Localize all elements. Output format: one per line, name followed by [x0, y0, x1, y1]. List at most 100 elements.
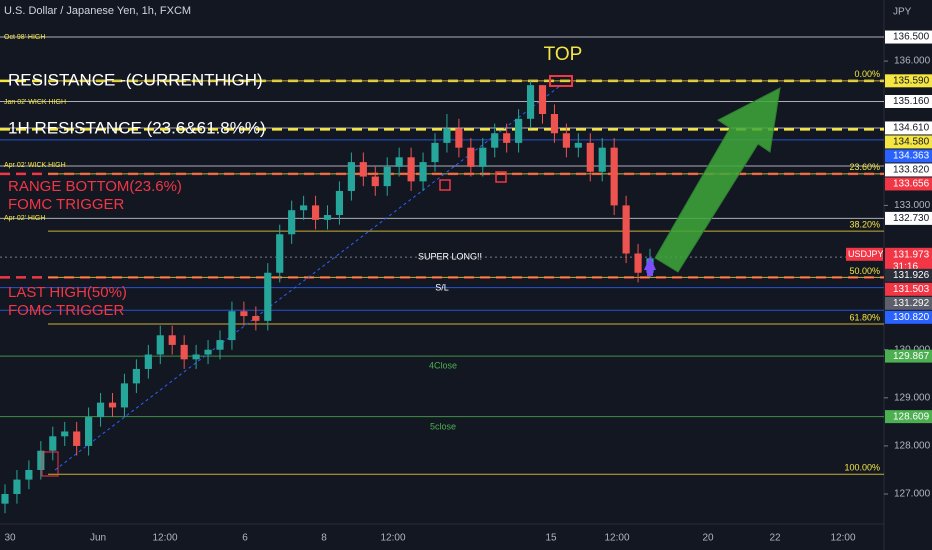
candle-body: [108, 402, 117, 408]
candle-body: [61, 431, 69, 437]
price-tag-label: 128.609: [893, 411, 930, 422]
price-tag: [885, 30, 932, 44]
low-box: [495, 171, 507, 183]
annotation: Oct 98' HIGH: [4, 34, 45, 41]
candle-body: [538, 85, 547, 115]
price-tag-label: 130.820: [893, 312, 930, 323]
y-tick-label: 129.000: [894, 392, 931, 403]
candle-body: [455, 128, 463, 148]
fib-trend-line: [54, 85, 561, 471]
candle-body: [25, 469, 33, 480]
x-tick-label: 12:00: [152, 533, 177, 544]
price-tag: [885, 94, 932, 108]
labels: 0.00% 23.60% 38.20% 50.00% 61.80% 100.00% TOP R…: [4, 34, 880, 473]
fib-label: 38.20%: [849, 220, 880, 230]
candle-body: [204, 349, 212, 355]
candle-body: [216, 340, 224, 350]
candle-body: [300, 205, 308, 211]
candle-body: [419, 162, 427, 182]
annotation: FOMC TRIGGER: [8, 302, 125, 319]
annotation: 1H RESISTANCE (23.6&61.8%%): [8, 118, 266, 137]
fib-label: 0.00%: [854, 69, 880, 79]
candle-body: [13, 479, 21, 495]
candle-body: [515, 118, 523, 143]
x-tick-label: 12:00: [830, 533, 855, 544]
price-tag: [885, 268, 932, 282]
candle-body: [73, 431, 81, 446]
candle-body: [252, 316, 260, 321]
price-tag-label: 134.580: [893, 137, 930, 148]
candle-body: [311, 205, 320, 220]
symbol-tag: [846, 247, 883, 261]
candle-body: [228, 311, 236, 341]
candle-body: [96, 402, 105, 418]
price-tag-label: 131.926: [893, 270, 930, 281]
price-tag-label: 132.730: [893, 213, 930, 224]
candle-body: [1, 494, 9, 504]
price-tag-label: 133.656: [893, 179, 930, 190]
y-tick-label: 128.000: [894, 441, 931, 452]
x-tick-label: 30: [4, 533, 16, 544]
price-tag-label: 131.503: [893, 284, 930, 295]
price-tag: [885, 177, 932, 191]
candle-body: [288, 210, 296, 235]
annotation: TOP: [544, 44, 583, 65]
annotation: RANGE BOTTOM(23.6%): [8, 178, 182, 195]
candle-body: [359, 162, 367, 177]
candle-body: [479, 147, 487, 167]
x-tick-label: 8: [321, 533, 327, 544]
price-tag-label: 135.160: [893, 96, 930, 107]
candle-body: [383, 166, 391, 187]
price-tag-label: 136.500: [893, 32, 930, 43]
candle-body: [85, 417, 93, 446]
candle-body: [192, 354, 200, 360]
candle-body: [407, 157, 415, 182]
annotation: Jan 02' WICK HIGH: [4, 99, 66, 106]
candle-body: [610, 147, 618, 206]
candle-body: [240, 311, 248, 317]
candle-body: [467, 147, 475, 167]
long-arrow: [654, 87, 781, 273]
x-tick-label: 15: [545, 533, 557, 544]
annotation: S/L: [435, 282, 449, 292]
levels: [0, 36, 888, 495]
price-tag-label: 134.610: [893, 123, 930, 134]
x-tick-label: 6: [242, 533, 248, 544]
candle-body: [622, 205, 630, 254]
candle-body: [347, 162, 355, 191]
price-tag-label: 134.363: [893, 151, 930, 162]
candle-body: [168, 335, 176, 345]
candle-body: [395, 157, 403, 167]
price-tag: [885, 310, 932, 324]
fib-label: 100.00%: [844, 463, 880, 473]
price-tag: [885, 296, 932, 310]
candle-body: [526, 85, 535, 119]
candle-body: [180, 344, 188, 360]
candle-body: [431, 142, 439, 163]
candle-body: [335, 190, 344, 216]
candle-body: [598, 147, 606, 172]
entry-arrow: [644, 256, 656, 270]
candle-body: [491, 133, 499, 148]
candle-body: [132, 368, 140, 384]
low-box: [439, 179, 451, 191]
price-tag-label: 135.590: [893, 75, 930, 86]
candle-body: [562, 133, 570, 148]
candle-body: [156, 335, 164, 355]
wick-box: [41, 451, 59, 477]
annotation: Apr 02' WICK HIGH: [4, 162, 66, 169]
price-tag: [885, 163, 932, 177]
price-tag: [885, 135, 932, 149]
candle-body: [37, 450, 45, 470]
candle-body: [371, 176, 379, 187]
price-tag-label: 129.867: [893, 351, 930, 362]
candle-body: [503, 133, 511, 143]
x-tick-label: 20: [702, 533, 714, 544]
candle-body: [634, 253, 642, 273]
current-price: 131.973: [893, 249, 930, 260]
candle-body: [586, 142, 594, 172]
symbol: USDJPY: [848, 249, 884, 259]
price-tag: [885, 121, 932, 135]
annotation: SUPER LONG!!: [418, 251, 482, 261]
